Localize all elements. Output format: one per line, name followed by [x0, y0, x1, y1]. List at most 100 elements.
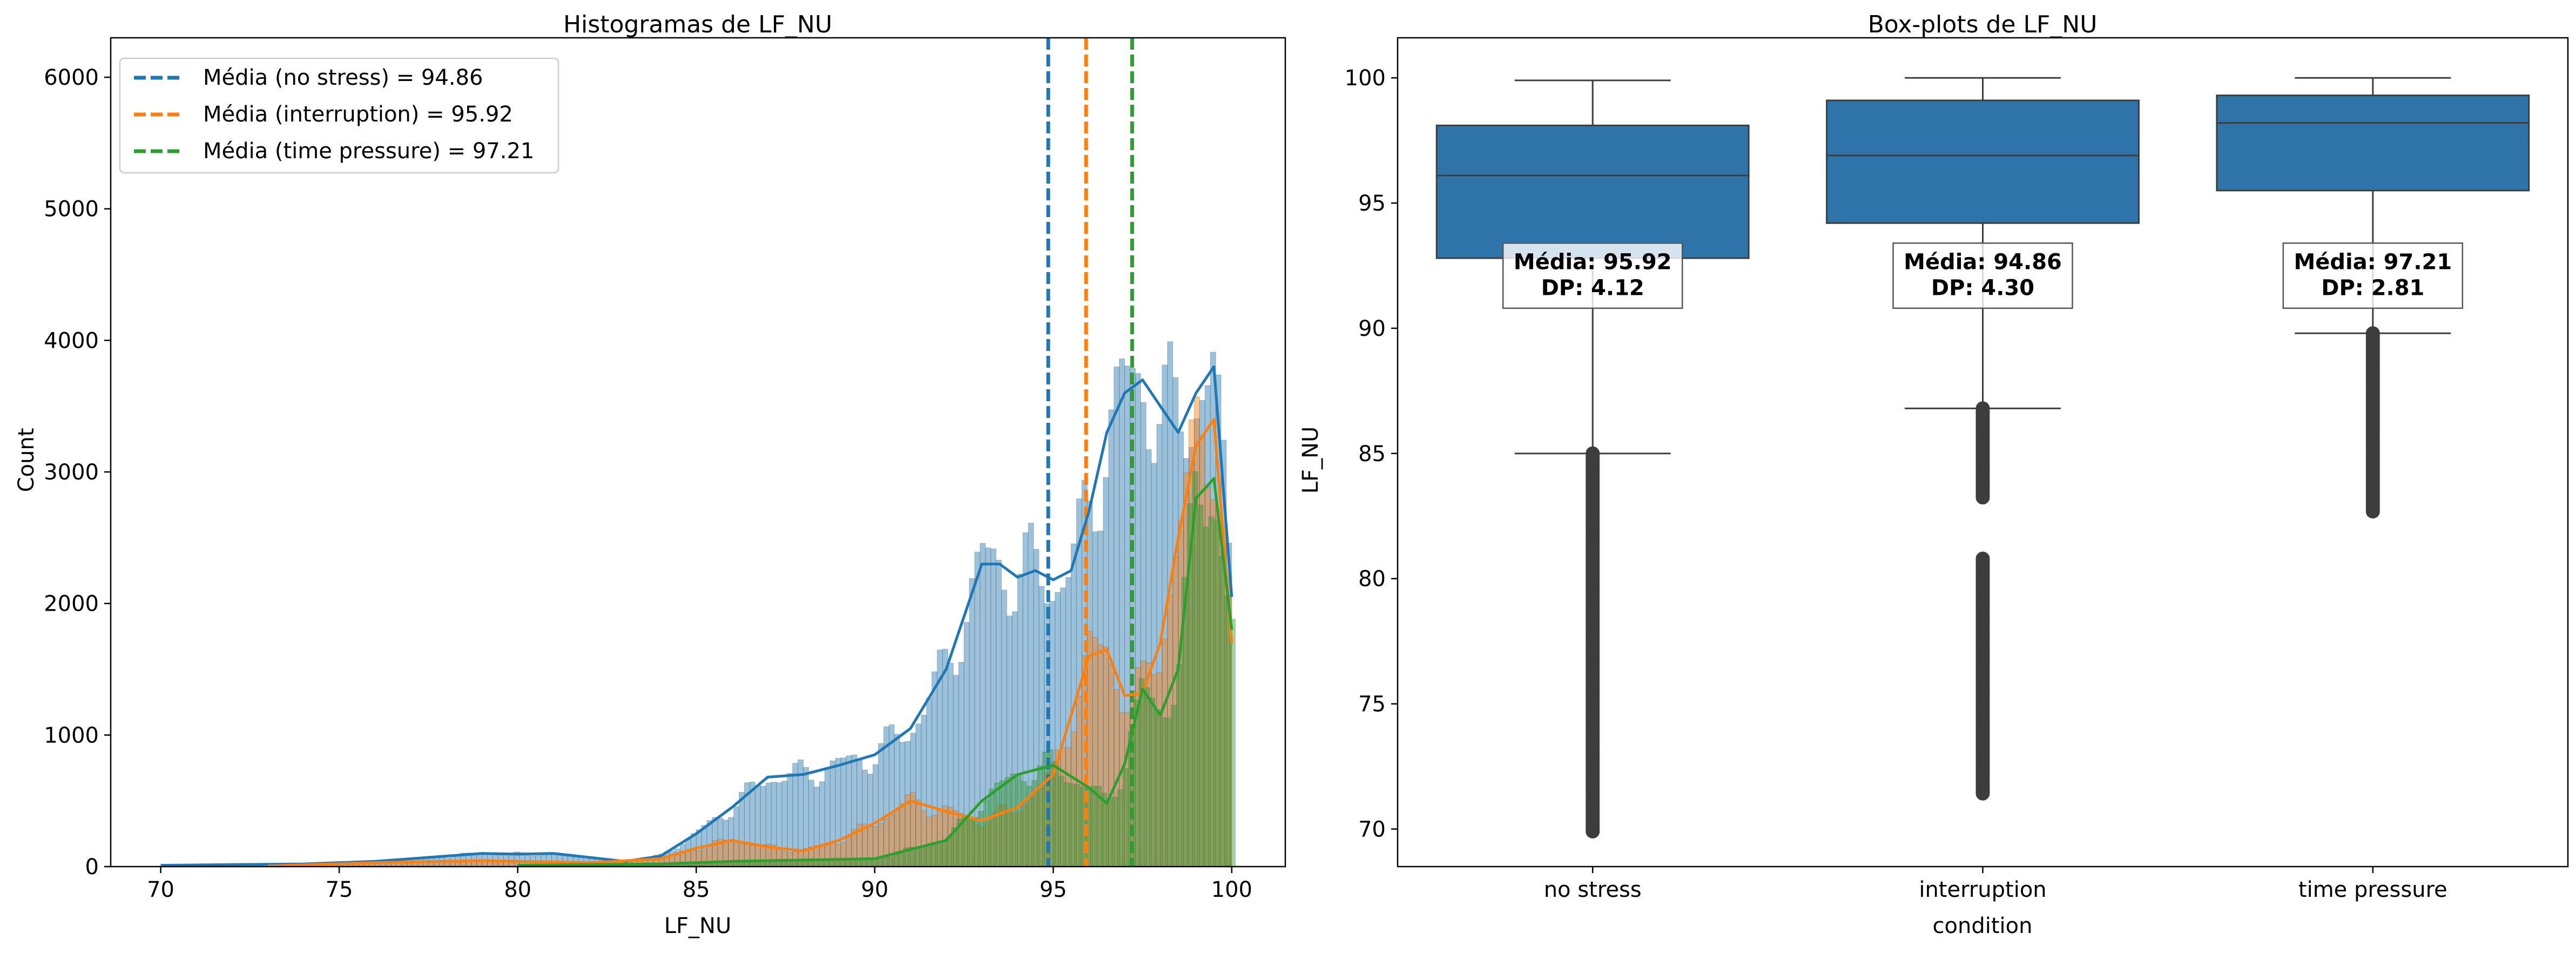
- histogram-bar: [1058, 775, 1064, 867]
- histogram-bar: [1215, 374, 1222, 867]
- histogram-bar: [1022, 532, 1029, 867]
- histogram-bar: [1103, 477, 1109, 867]
- outlier-point: [2365, 504, 2380, 519]
- annotation-mean: Média: 97.21: [2294, 249, 2452, 274]
- histogram-bar: [1189, 419, 1195, 867]
- histogram-bar: [1226, 543, 1232, 867]
- y-tick-label: 1000: [44, 723, 99, 748]
- histogram-bar: [1111, 797, 1118, 867]
- annotation-mean: Média: 95.92: [1514, 249, 1672, 274]
- histogram-bar: [1138, 678, 1145, 867]
- histogram-bar: [935, 843, 941, 867]
- histogram-bar: [1145, 663, 1152, 867]
- histogram-bar: [1033, 549, 1040, 867]
- histogram-bar: [835, 758, 841, 867]
- histogram-bar: [946, 836, 952, 867]
- annotation-mean: Média: 94.86: [1904, 249, 2062, 274]
- histogram-bar: [947, 663, 954, 867]
- histogram-bar: [888, 724, 895, 867]
- histogram-bar: [1135, 373, 1141, 867]
- histogram-bar: [892, 854, 899, 867]
- histogram-bar: [1197, 505, 1204, 867]
- histogram-bar: [1119, 359, 1125, 867]
- annotation-box: [1892, 242, 2073, 309]
- histogram-bar: [994, 782, 1000, 867]
- annotation-sd: DP: 2.81: [2321, 275, 2424, 300]
- histogram-bar: [781, 781, 788, 867]
- histogram-bar: [1140, 660, 1147, 867]
- y-tick-label: 2000: [44, 592, 99, 617]
- histogram-bar: [974, 551, 981, 867]
- histogram-bar: [1199, 400, 1205, 867]
- histogram-bar: [833, 860, 840, 867]
- histogram-bar: [940, 842, 947, 867]
- y-tick-label: 75: [1358, 692, 1386, 717]
- histogram-bar: [747, 861, 754, 867]
- histogram-bar: [1015, 774, 1022, 867]
- histogram-bar: [1004, 777, 1011, 867]
- histogram-bar: [1017, 573, 1023, 867]
- histogram-bar: [967, 816, 973, 867]
- histogram-bar: [915, 799, 922, 867]
- x-tick-label: 95: [1040, 877, 1067, 902]
- histogram-bar: [1017, 811, 1023, 867]
- histogram-bar: [1124, 366, 1130, 867]
- histogram-bar: [1149, 697, 1156, 867]
- histogram-bar: [792, 763, 799, 867]
- histogram-bar: [887, 856, 893, 867]
- histogram-bar: [1107, 797, 1112, 867]
- histogram-bar: [1210, 352, 1216, 867]
- x-tick-label: interruption: [1919, 877, 2046, 902]
- histogram-bar: [921, 810, 927, 867]
- histogram-bar: [1028, 797, 1034, 867]
- legend-entry-time-pressure: Média (time pressure) = 97.21: [203, 139, 534, 164]
- histogram-bar: [1063, 782, 1070, 867]
- histogram-bar: [1165, 717, 1171, 867]
- y-tick-label: 95: [1358, 191, 1386, 216]
- histogram-bar: [980, 827, 986, 867]
- histogram-bar: [669, 850, 675, 867]
- histogram-bar: [951, 827, 957, 867]
- histogram-bar: [980, 543, 986, 867]
- histogram-bar: [1204, 385, 1211, 867]
- histogram-bar: [1170, 705, 1177, 867]
- y-tick-label: 4000: [44, 328, 99, 353]
- histogram-bar: [835, 843, 841, 867]
- histogram-bar: [883, 818, 889, 867]
- histogram-bar: [878, 743, 884, 867]
- histogram-bar: [742, 861, 748, 867]
- histogram-bar: [830, 760, 836, 867]
- histogram-bar: [974, 824, 981, 867]
- histogram-bar: [1065, 747, 1071, 867]
- histogram-bar: [1053, 761, 1059, 867]
- histogram-bar: [1101, 793, 1107, 867]
- histogram-bar: [519, 852, 525, 867]
- histogram-bar: [1070, 731, 1077, 867]
- histogram-bar: [1172, 377, 1179, 867]
- x-tick-label: 70: [147, 877, 174, 902]
- histogram-bar: [1230, 619, 1236, 867]
- histogram-bar: [988, 788, 995, 867]
- x-tick-label: 100: [1211, 877, 1252, 902]
- histogram-bar: [1193, 418, 1200, 867]
- annotation-box: [1502, 242, 1683, 309]
- y-tick-label: 3000: [44, 460, 99, 485]
- histogram-bar: [840, 758, 847, 867]
- histogram-bar: [1140, 402, 1147, 867]
- histogram-bar: [1144, 687, 1150, 867]
- y-tick-label: 85: [1358, 442, 1386, 467]
- histogram-bar: [1224, 595, 1231, 867]
- histogram-bar: [1028, 523, 1034, 867]
- histogram-bar: [999, 780, 1006, 867]
- histogram-axes-frame: [110, 37, 1286, 868]
- histogram-panel: Histogramas de LF_NU 70 75 80 85 90 95 100 0 10…: [14, 11, 1286, 938]
- histogram-bar: [1183, 458, 1190, 867]
- histogram-bar: [1213, 519, 1220, 867]
- histogram-bar: [701, 848, 707, 867]
- kde-curves: [160, 365, 1233, 867]
- histogram-bar: [899, 803, 906, 867]
- histogram-bar: [1092, 531, 1098, 867]
- histogram-bar: [503, 862, 509, 867]
- histogram-y-ticks: 0 1000 2000 3000 4000 5000 6000: [44, 65, 111, 880]
- outlier-point: [1975, 490, 1990, 505]
